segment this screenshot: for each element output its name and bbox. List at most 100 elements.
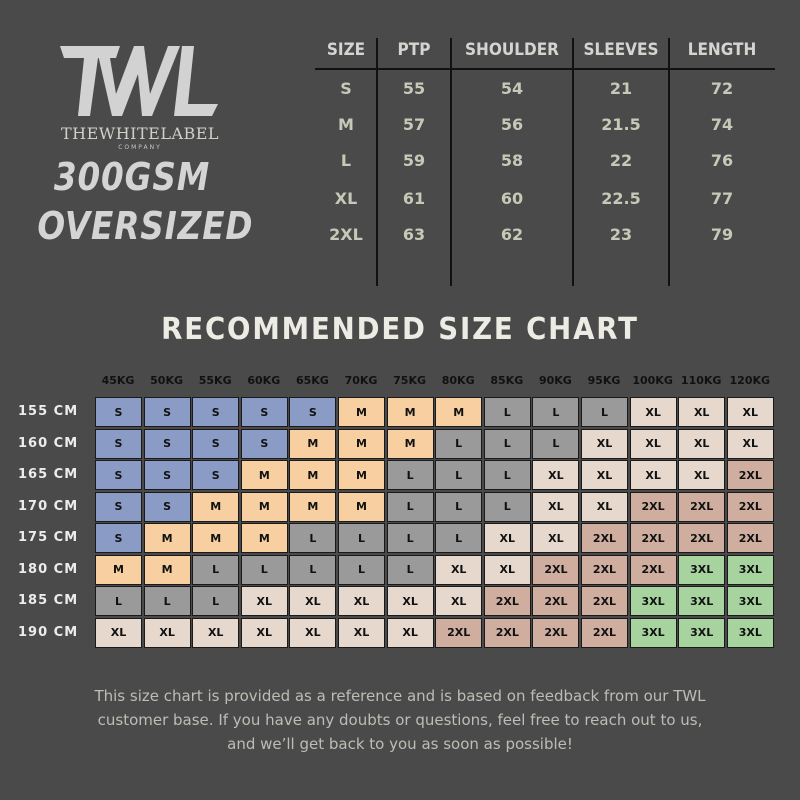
- size-cell: M: [435, 397, 483, 427]
- weight-label: 50KG: [150, 374, 184, 387]
- size-cell: L: [289, 554, 337, 585]
- size-cell: M: [192, 523, 240, 553]
- table-cell: 60: [500, 189, 524, 208]
- size-cell: XL: [678, 428, 726, 459]
- table-cell: 58: [500, 151, 524, 170]
- weight-label: 95KG: [587, 374, 621, 387]
- size-cell: L: [289, 523, 337, 553]
- footer-line: and we’ll get back to you as soon as pos…: [227, 735, 573, 753]
- size-cell: S: [143, 460, 191, 490]
- size-cell: L: [386, 554, 434, 585]
- size-cell: M: [289, 460, 337, 490]
- table-cell: 22.5: [601, 189, 641, 208]
- size-cell: 2XL: [483, 586, 531, 616]
- size-cell: L: [435, 491, 483, 522]
- size-cell: S: [95, 523, 142, 553]
- size-cell: M: [289, 491, 337, 522]
- column-header: SLEEVES: [583, 40, 659, 60]
- size-cell: XL: [726, 397, 774, 427]
- size-cell: L: [483, 460, 531, 490]
- size-cell: L: [338, 523, 385, 553]
- height-label: 180 CM: [18, 561, 79, 577]
- footer-line: customer base. If you have any doubts or…: [97, 711, 703, 729]
- size-cell: L: [192, 586, 240, 616]
- size-cell: XL: [581, 491, 628, 522]
- size-cell: M: [289, 428, 337, 459]
- footer-note: This size chart is provided as a referen…: [20, 684, 780, 756]
- size-cell: S: [95, 428, 142, 459]
- weight-label: 60KG: [247, 374, 281, 387]
- column-header: SIZE: [326, 40, 366, 60]
- size-cell: XL: [678, 397, 726, 427]
- size-cell: 3XL: [726, 586, 774, 616]
- size-cell: S: [240, 397, 288, 427]
- size-cell: XL: [289, 617, 337, 648]
- size-cell: XL: [581, 460, 628, 490]
- weight-label: 70KG: [344, 374, 378, 387]
- weight-label: 55KG: [198, 374, 232, 387]
- size-cell: XL: [386, 617, 434, 648]
- table-cell: 21.5: [601, 115, 641, 134]
- size-cell: XL: [338, 586, 385, 616]
- size-cell: L: [386, 491, 434, 522]
- size-cell: M: [240, 523, 288, 553]
- size-cell: 3XL: [678, 586, 726, 616]
- table-cell: XL: [334, 189, 358, 208]
- size-cell: XL: [289, 586, 337, 616]
- size-cell: L: [532, 397, 580, 427]
- measurement-column: SLEEVES 21 21.5 22 22.5 23: [573, 38, 669, 286]
- size-cell: XL: [435, 554, 483, 585]
- size-cell: XL: [629, 460, 677, 490]
- size-cell: 2XL: [581, 617, 628, 648]
- size-cell: S: [143, 491, 191, 522]
- size-cell: 2XL: [581, 586, 628, 616]
- size-cell: M: [338, 397, 385, 427]
- size-cell: M: [338, 428, 385, 459]
- size-cell: 2XL: [629, 491, 677, 522]
- size-cell: M: [240, 460, 288, 490]
- size-cell: XL: [532, 460, 580, 490]
- weight-label: 90KG: [538, 374, 572, 387]
- size-cell: 3XL: [726, 554, 774, 585]
- brand-name: THEWHITELABEL: [60, 124, 220, 143]
- size-cell: XL: [240, 617, 288, 648]
- size-cell: 3XL: [678, 554, 726, 585]
- column-header: PTP: [397, 40, 431, 60]
- weight-label: 45KG: [101, 374, 135, 387]
- table-cell: 77: [710, 189, 734, 208]
- size-cell: M: [95, 554, 142, 585]
- size-cell: 2XL: [532, 586, 580, 616]
- table-cell: 63: [402, 225, 426, 244]
- height-label: 160 CM: [18, 435, 79, 451]
- height-label: 155 CM: [18, 404, 79, 419]
- size-cell: L: [386, 523, 434, 553]
- brand-logo: THEWHITELABEL COMPANY: [40, 40, 240, 151]
- size-cell: XL: [386, 586, 434, 616]
- weight-label: 80KG: [441, 374, 475, 387]
- size-cell: M: [386, 428, 434, 459]
- size-cell: L: [95, 586, 142, 616]
- table-cell: 59: [402, 151, 426, 170]
- measurement-column: SIZE S M L XL 2XL: [315, 38, 377, 286]
- weight-label: 120KG: [729, 374, 771, 387]
- column-divider: [668, 38, 670, 286]
- size-cell: XL: [338, 617, 385, 648]
- table-cell: 74: [710, 115, 734, 134]
- size-cell: 2XL: [629, 523, 677, 553]
- weight-label: 75KG: [393, 374, 427, 387]
- brand-sub: COMPANY: [118, 144, 162, 151]
- size-cell: XL: [483, 523, 531, 553]
- size-cell: L: [483, 491, 531, 522]
- size-cell: M: [386, 397, 434, 427]
- size-cell: L: [386, 460, 434, 490]
- product-fit: OVERSIZED: [37, 204, 254, 248]
- table-cell: 2XL: [329, 225, 363, 244]
- table-cell: 57: [402, 115, 426, 134]
- product-weight: 300GSM: [53, 155, 211, 199]
- size-cell: M: [338, 460, 385, 490]
- size-cell: L: [532, 428, 580, 459]
- size-cell: M: [192, 491, 240, 522]
- table-cell: M: [338, 115, 354, 134]
- size-cell: L: [143, 586, 191, 616]
- size-cell: 2XL: [726, 460, 774, 490]
